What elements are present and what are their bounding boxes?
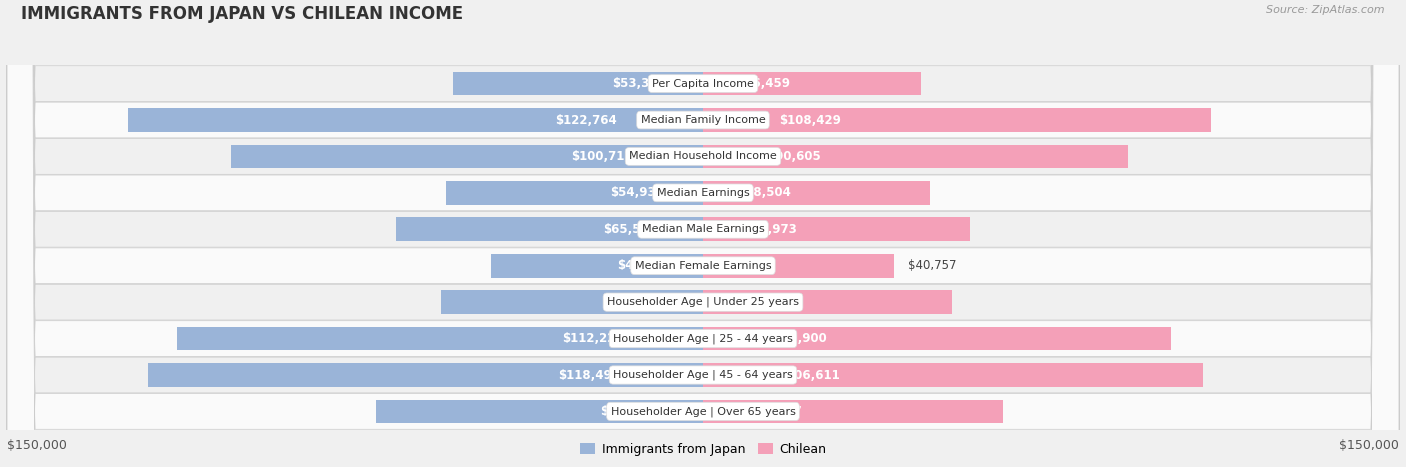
Text: Householder Age | Under 25 years: Householder Age | Under 25 years	[607, 297, 799, 307]
Text: $69,774: $69,774	[600, 405, 654, 418]
Bar	[703, 327, 1171, 350]
Text: $108,429: $108,429	[779, 113, 841, 127]
FancyBboxPatch shape	[7, 0, 1399, 467]
Text: $122,764: $122,764	[555, 113, 617, 127]
Bar	[703, 400, 1002, 423]
FancyBboxPatch shape	[7, 0, 1399, 467]
Bar	[703, 290, 952, 314]
FancyBboxPatch shape	[7, 0, 1399, 467]
FancyBboxPatch shape	[7, 0, 1399, 467]
Bar	[491, 254, 703, 277]
Text: $54,938: $54,938	[610, 186, 665, 199]
Text: Source: ZipAtlas.com: Source: ZipAtlas.com	[1267, 5, 1385, 14]
Text: $150,000: $150,000	[7, 439, 67, 452]
Bar	[703, 145, 1128, 168]
Text: $90,605: $90,605	[766, 150, 821, 163]
Text: Median Male Earnings: Median Male Earnings	[641, 224, 765, 234]
FancyBboxPatch shape	[7, 0, 1399, 467]
Bar	[231, 145, 703, 168]
Bar	[703, 363, 1202, 387]
Bar	[703, 218, 970, 241]
Text: $99,900: $99,900	[773, 332, 827, 345]
FancyBboxPatch shape	[7, 0, 1399, 467]
FancyBboxPatch shape	[7, 0, 1399, 467]
FancyBboxPatch shape	[7, 0, 1399, 467]
Text: IMMIGRANTS FROM JAPAN VS CHILEAN INCOME: IMMIGRANTS FROM JAPAN VS CHILEAN INCOME	[21, 5, 463, 23]
Text: Householder Age | 25 - 44 years: Householder Age | 25 - 44 years	[613, 333, 793, 344]
Text: $46,459: $46,459	[735, 77, 790, 90]
Text: $53,359: $53,359	[612, 77, 665, 90]
Text: $118,498: $118,498	[558, 368, 620, 382]
Text: $40,757: $40,757	[908, 259, 956, 272]
Text: Median Household Income: Median Household Income	[628, 151, 778, 162]
Text: $65,518: $65,518	[603, 223, 657, 236]
Text: $150,000: $150,000	[1339, 439, 1399, 452]
Text: Median Earnings: Median Earnings	[657, 188, 749, 198]
Bar	[703, 72, 921, 95]
Bar	[396, 218, 703, 241]
Bar	[177, 327, 703, 350]
Legend: Immigrants from Japan, Chilean: Immigrants from Japan, Chilean	[575, 438, 831, 461]
Bar	[703, 108, 1211, 132]
Text: $55,932: $55,932	[610, 296, 664, 309]
Text: Householder Age | 45 - 64 years: Householder Age | 45 - 64 years	[613, 370, 793, 380]
Bar	[375, 400, 703, 423]
Bar	[703, 254, 894, 277]
Text: $56,973: $56,973	[742, 223, 797, 236]
Bar	[441, 290, 703, 314]
Bar	[703, 181, 931, 205]
Text: Median Family Income: Median Family Income	[641, 115, 765, 125]
Text: $48,504: $48,504	[737, 186, 792, 199]
Text: $106,611: $106,611	[778, 368, 839, 382]
FancyBboxPatch shape	[7, 0, 1399, 467]
Text: $45,323: $45,323	[617, 259, 671, 272]
Text: $63,957: $63,957	[748, 405, 801, 418]
Text: Per Capita Income: Per Capita Income	[652, 78, 754, 89]
Text: $112,228: $112,228	[562, 332, 624, 345]
Text: Householder Age | Over 65 years: Householder Age | Over 65 years	[610, 406, 796, 417]
FancyBboxPatch shape	[7, 0, 1399, 467]
Bar	[446, 181, 703, 205]
Bar	[148, 363, 703, 387]
Text: Median Female Earnings: Median Female Earnings	[634, 261, 772, 271]
Bar	[128, 108, 703, 132]
Bar	[453, 72, 703, 95]
Text: $100,711: $100,711	[571, 150, 633, 163]
Text: $53,185: $53,185	[741, 296, 794, 309]
